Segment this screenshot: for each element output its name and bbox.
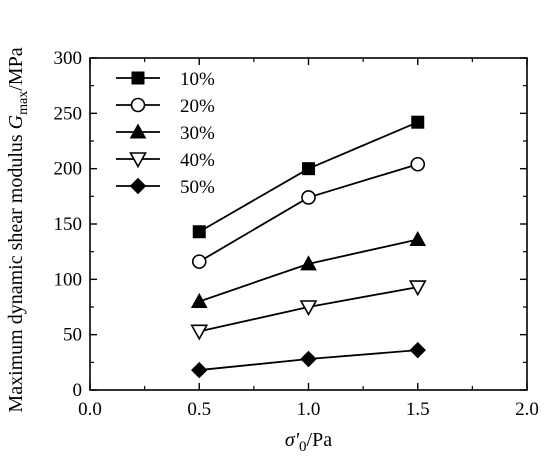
y-axis-title-var: G	[5, 114, 27, 129]
series-point-4	[190, 324, 209, 341]
y-tick-label: 250	[54, 103, 83, 124]
y-axis-title-unit: /MPa	[5, 47, 27, 90]
x-axis-title: σ'0/Pa	[285, 429, 332, 455]
series-point-1	[192, 225, 206, 239]
legend-marker-2	[130, 97, 146, 113]
series-point-3	[409, 230, 427, 246]
series-point-4	[408, 280, 427, 297]
legend: 10% 20% 30% 40% 50%	[116, 69, 215, 198]
x-tick-label: 2.0	[515, 399, 539, 420]
series-point-2	[410, 156, 426, 172]
series-point-2	[191, 254, 207, 269]
y-tick-label: 200	[54, 159, 83, 180]
x-tick-label: 1.5	[406, 399, 430, 420]
x-axis-title-main: σ'	[285, 429, 300, 451]
plot-frame	[89, 57, 528, 391]
y-tick-label: 50	[63, 325, 82, 346]
x-axis-title-sub: 0	[299, 439, 307, 455]
y-axis-title-sub: max	[16, 91, 31, 115]
legend-label-2: 20%	[180, 96, 215, 117]
y-axis-title: Maximum dynamic shear modulus Gmax/MPa	[5, 47, 31, 412]
series-point-3	[190, 292, 208, 308]
x-tick-label: 0.0	[78, 399, 102, 420]
y-axis-title-prefix: Maximum dynamic shear modulus	[5, 129, 27, 412]
series-point-3	[300, 255, 317, 271]
x-tick-label: 0.5	[187, 399, 211, 420]
legend-label-5: 50%	[180, 177, 215, 198]
series-point-5	[409, 341, 426, 359]
series-line-1	[198, 121, 419, 233]
series-point-1	[302, 162, 315, 176]
legend-marker-1	[131, 71, 145, 85]
legend-marker-3	[129, 123, 147, 139]
series-lines	[198, 121, 419, 371]
legend-label-1: 10%	[180, 69, 215, 90]
series-point-5	[191, 361, 208, 379]
y-tick-label: 0	[73, 380, 83, 401]
x-tick-label: 1.0	[297, 399, 321, 420]
x-axis-title-unit: /Pa	[307, 429, 333, 451]
series-point-5	[300, 350, 317, 368]
series-point-2	[301, 190, 316, 205]
legend-label-4: 40%	[180, 150, 215, 171]
y-tick-label: 100	[54, 269, 83, 290]
y-tick-label: 300	[54, 48, 83, 69]
series-point-1	[411, 115, 425, 129]
plot-area	[89, 57, 528, 391]
y-tick-label: 150	[54, 214, 83, 235]
legend-marker-5	[129, 177, 147, 195]
axis-ticks: 0.0 0.5 1.0 1.5 2.0 0 50 100 150 200 250 300	[54, 48, 539, 420]
legend-marker-4	[129, 152, 147, 169]
series-markers	[190, 115, 427, 379]
series-point-4	[299, 300, 318, 317]
legend-label-3: 30%	[180, 123, 215, 144]
